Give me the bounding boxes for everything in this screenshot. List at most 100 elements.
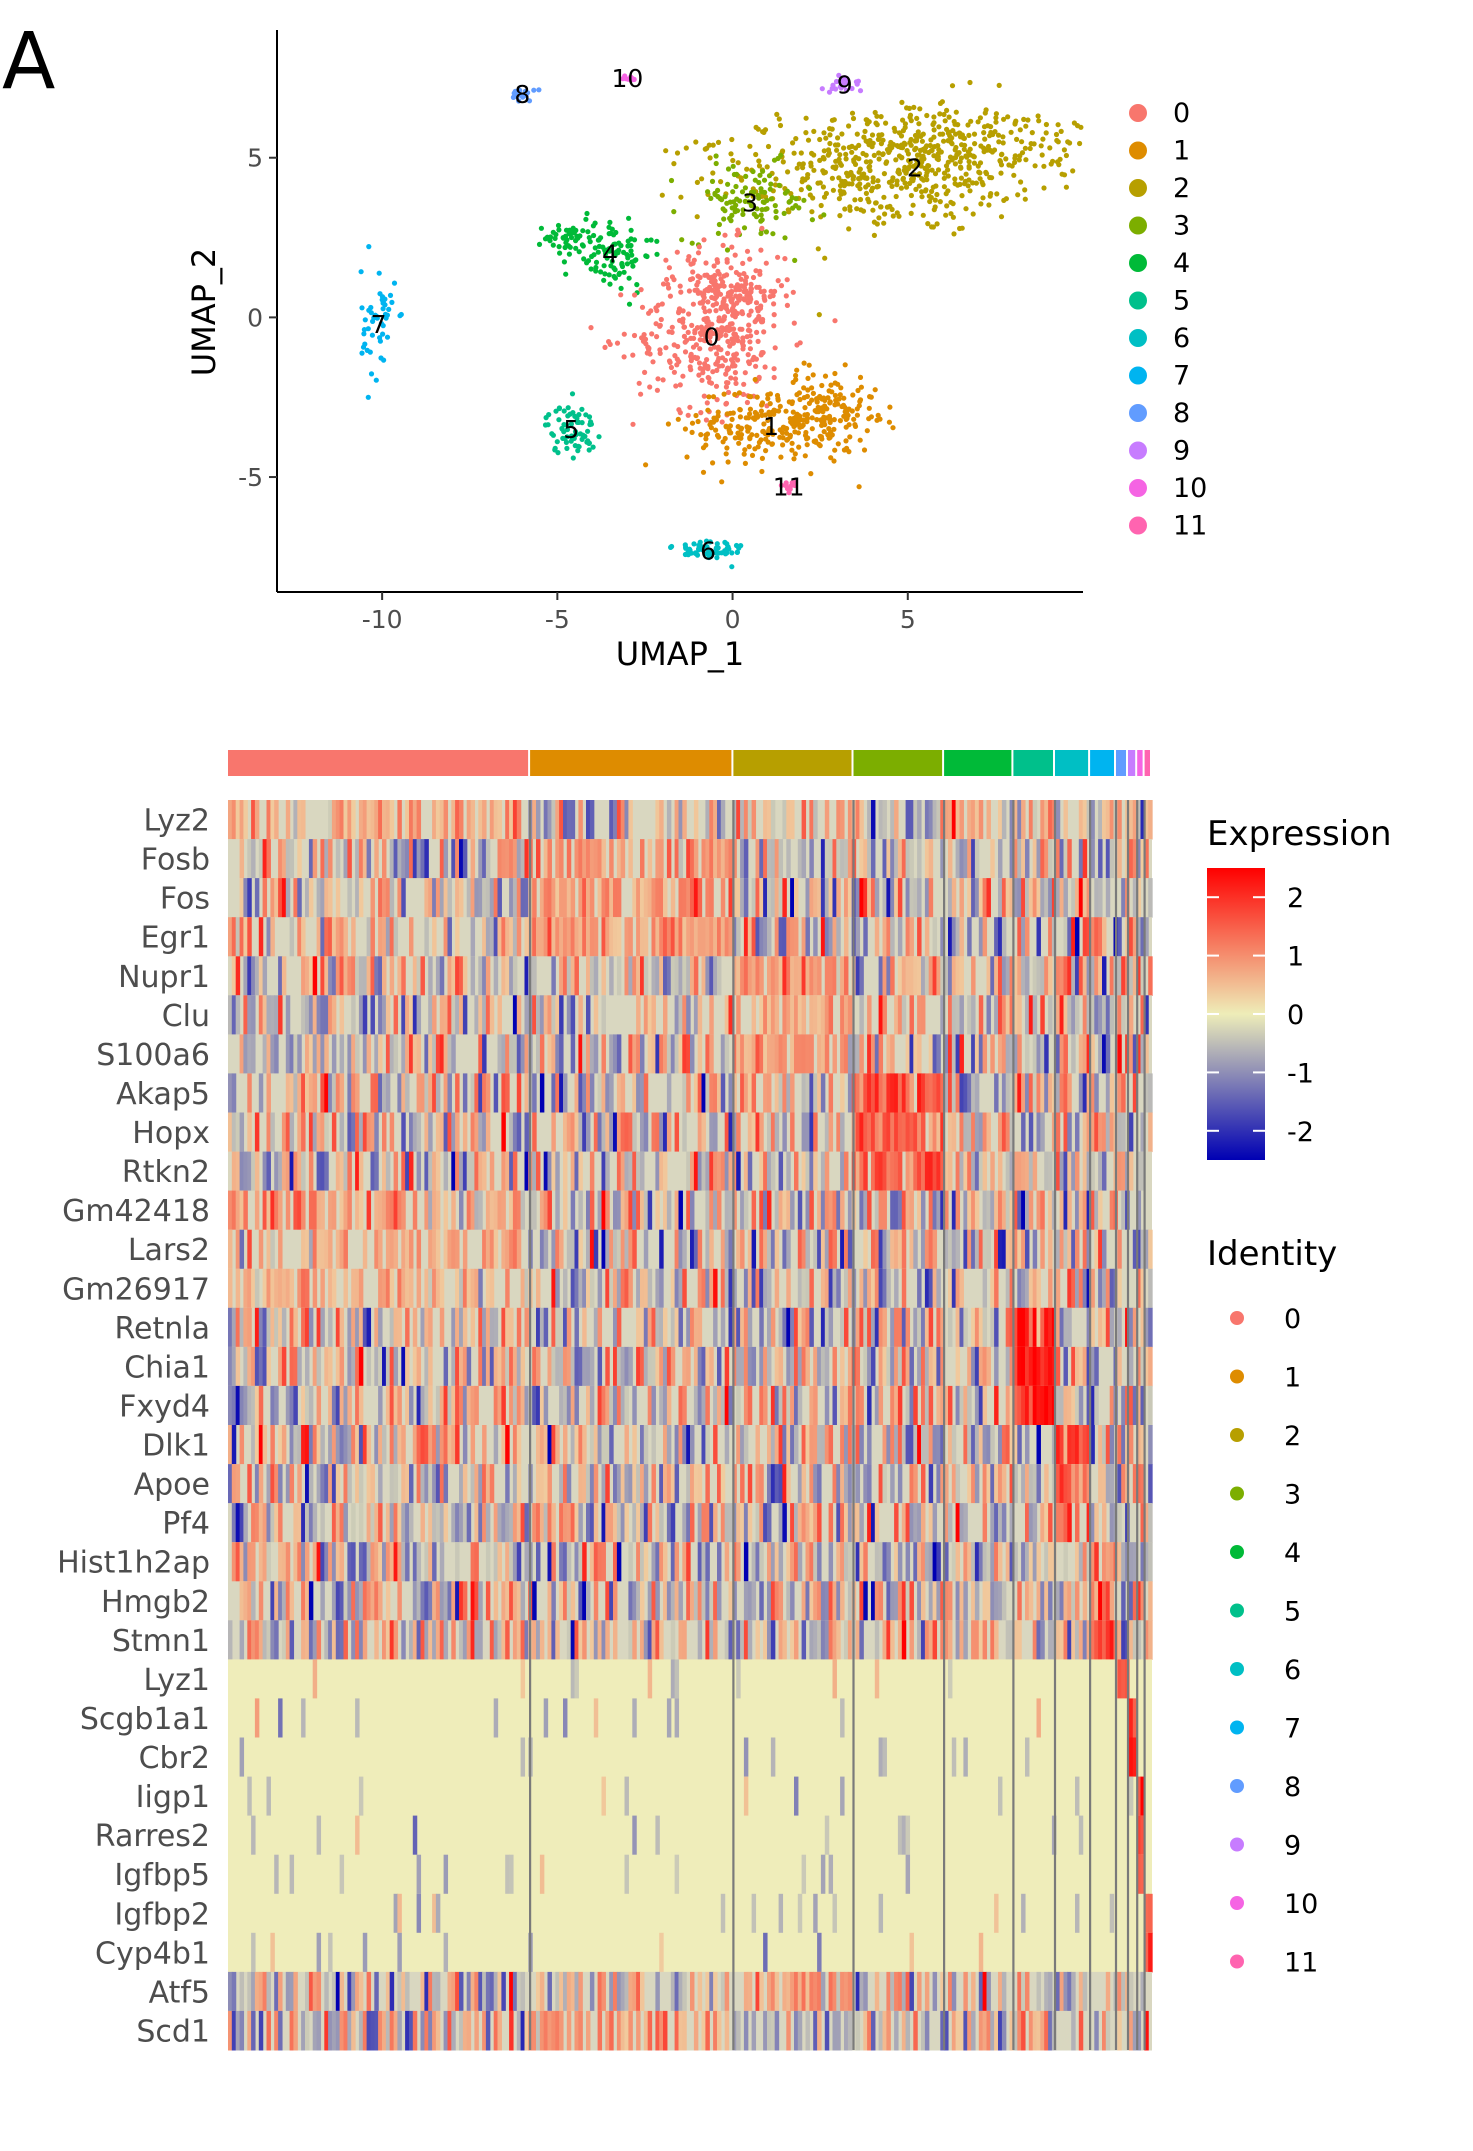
heatmap-cell [316, 1464, 322, 1504]
umap-point [810, 390, 817, 396]
heatmap-cell [1028, 1307, 1034, 1348]
umap-point [738, 425, 745, 431]
heatmap-cell [755, 1425, 760, 1465]
heatmap-cell [285, 1190, 291, 1231]
umap-point [998, 170, 1004, 176]
heatmap-cell [971, 1346, 976, 1387]
heatmap-cell [320, 917, 325, 957]
heatmap-cell [1005, 1229, 1011, 1270]
heatmap-cell [1071, 995, 1076, 1035]
heatmap-cell [432, 1190, 437, 1231]
heatmap-cell [855, 1425, 861, 1465]
heatmap-cell [1055, 839, 1061, 879]
heatmap-cluster-bar-1 [530, 750, 732, 776]
heatmap-cell [820, 917, 826, 957]
heatmap-cell [251, 800, 256, 840]
umap-point [675, 416, 681, 422]
umap-point [771, 366, 777, 372]
heatmap-cell [1086, 1112, 1092, 1153]
heatmap-cell [713, 1307, 718, 1348]
heatmap-cell [505, 1034, 510, 1074]
heatmap-cell [347, 1385, 352, 1426]
heatmap-cell [536, 917, 541, 957]
heatmap-cell [597, 1385, 603, 1426]
umap-cluster-label-11: 11 [773, 473, 805, 502]
umap-point [723, 332, 729, 338]
heatmap-cell [863, 1229, 868, 1270]
umap-point [983, 169, 989, 175]
umap-point [908, 192, 915, 199]
heatmap-cell [462, 839, 468, 879]
umap-point [850, 115, 857, 122]
heatmap-cell [747, 1112, 753, 1153]
heatmap-cell [370, 1073, 375, 1113]
umap-point [832, 142, 839, 148]
umap-point [931, 153, 937, 159]
umap-point [744, 166, 750, 172]
umap-point [571, 230, 577, 236]
heatmap-cell [524, 995, 529, 1035]
heatmap-cell [543, 1385, 549, 1426]
heatmap-cell [759, 1385, 764, 1426]
umap-point [644, 253, 650, 260]
heatmap-cell [924, 1073, 930, 1113]
heatmap-cell [435, 1385, 441, 1426]
heatmap-cell [1094, 1112, 1099, 1153]
umap-point [713, 550, 719, 556]
heatmap-cell [697, 1268, 703, 1309]
heatmap-cell [1098, 800, 1103, 840]
heatmap-cell [1032, 1385, 1038, 1426]
heatmap-cell [285, 878, 291, 918]
umap-point [738, 543, 744, 549]
umap-point [729, 416, 735, 422]
heatmap-cell [551, 1268, 556, 1309]
heatmap-cell [824, 995, 830, 1035]
heatmap-cell [339, 1190, 345, 1231]
heatmap-cell [886, 878, 891, 918]
heatmap-cell [1109, 1385, 1115, 1426]
heatmap-cell [805, 1229, 810, 1270]
heatmap-cell [1040, 1034, 1045, 1074]
heatmap-cell [959, 1034, 964, 1074]
heatmap-cell [312, 1268, 318, 1309]
heatmap-cell [555, 839, 560, 879]
heatmap-cell [347, 1073, 352, 1113]
heatmap-cell [582, 1112, 587, 1153]
umap-point [930, 121, 936, 128]
heatmap-cell [447, 1385, 452, 1426]
umap-point [1015, 192, 1021, 198]
umap-cluster-label-0: 0 [704, 323, 720, 352]
umap-point [696, 372, 702, 378]
heatmap-cell [1078, 1034, 1084, 1074]
heatmap-cell [1094, 956, 1099, 996]
umap-point [913, 186, 919, 192]
heatmap-cell [863, 917, 868, 957]
heatmap-cell [466, 1385, 472, 1426]
umap-point [716, 221, 723, 228]
umap-point [744, 193, 750, 199]
umap-point [575, 448, 581, 454]
umap-legend-label-8: 8 [1173, 398, 1190, 429]
umap-point [779, 430, 786, 436]
umap-point [861, 171, 867, 177]
heatmap-cell [274, 1190, 279, 1231]
heatmap-cell [489, 1151, 495, 1192]
umap-point [826, 435, 832, 441]
heatmap-cell [709, 1073, 714, 1113]
umap-point [713, 153, 719, 159]
heatmap-cell [1078, 1268, 1084, 1309]
heatmap-cell [713, 1151, 718, 1192]
umap-point [941, 170, 948, 176]
heatmap-cell [351, 800, 356, 840]
heatmap-cell [301, 1425, 306, 1465]
heatmap-cell [674, 1034, 680, 1074]
umap-point [931, 127, 937, 133]
umap-point [589, 253, 595, 260]
heatmap-cell [351, 1346, 356, 1387]
umap-point [786, 490, 792, 496]
heatmap-cell [1001, 917, 1007, 957]
umap-point [582, 433, 588, 439]
heatmap-cell [389, 1034, 395, 1074]
heatmap-cell [416, 995, 422, 1035]
umap-point [809, 150, 815, 156]
